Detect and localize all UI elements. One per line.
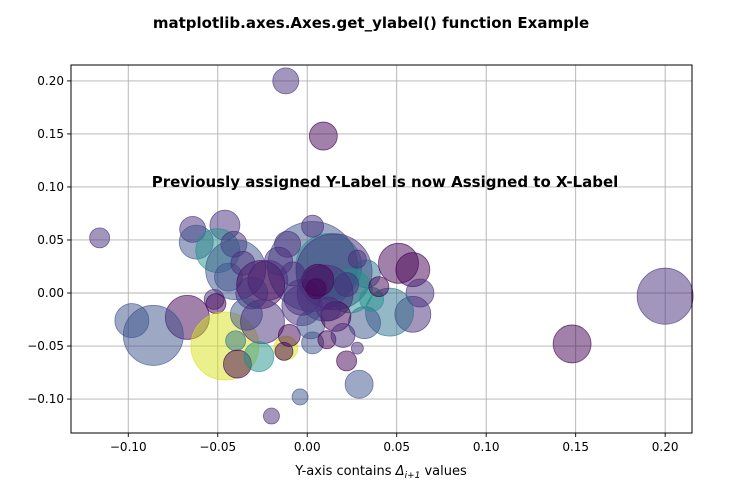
scatter-point	[350, 341, 364, 355]
y-tick-label: 0.20	[37, 74, 64, 88]
scatter-point	[122, 305, 184, 366]
scatter-point	[636, 267, 694, 325]
scatter-point	[344, 369, 374, 399]
x-tick-label: 0.05	[383, 440, 410, 454]
plot-area	[71, 65, 692, 433]
y-tick-label: 0.10	[37, 180, 64, 194]
scatter-point	[89, 227, 111, 249]
scatter-point	[336, 350, 358, 372]
scatter-point	[240, 299, 285, 345]
scatter-point	[330, 323, 356, 348]
scatter-point	[305, 278, 327, 300]
scatter-point	[243, 341, 275, 373]
scatter-point	[272, 67, 300, 95]
x-axis-label-subscript: i+1	[405, 471, 421, 481]
y-axis: −0.10 −0.05 0.00 0.05 0.10 0.15 0.20	[27, 74, 71, 406]
x-axis: −0.10 −0.05 0.00 0.05 0.10 0.15 0.20	[110, 433, 679, 454]
scatter-point	[347, 249, 367, 269]
scatter-point	[205, 293, 227, 315]
scatter-point	[280, 261, 306, 287]
y-tick-label: 0.00	[37, 286, 64, 300]
plot-frame	[70, 64, 693, 434]
bubble-series	[89, 67, 694, 425]
scatter-point	[316, 296, 342, 322]
x-tick-label: 0.00	[294, 440, 321, 454]
y-tick-label: −0.10	[27, 392, 64, 406]
scatter-point	[263, 407, 280, 425]
scatter-point	[277, 324, 301, 347]
chart-annotation: Previously assigned Y-Label is now Assig…	[152, 173, 619, 191]
y-tick-label: −0.05	[27, 339, 64, 353]
scatter-point	[301, 214, 324, 238]
scatter-point	[334, 272, 360, 297]
scatter-point	[291, 388, 309, 406]
x-tick-label: −0.10	[110, 440, 147, 454]
x-tick-label: 0.15	[562, 440, 589, 454]
scatter-point	[552, 324, 592, 364]
x-tick-label: 0.10	[473, 440, 500, 454]
y-tick-label: 0.15	[37, 127, 64, 141]
x-tick-label: −0.05	[199, 440, 236, 454]
chart-title: matplotlib.axes.Axes.get_ylabel() functi…	[153, 14, 589, 32]
y-tick-label: 0.05	[37, 233, 64, 247]
x-axis-label-suffix: values	[420, 464, 467, 479]
x-axis-label: Y-axis contains Δi+1 values	[294, 464, 467, 481]
scatter-point	[230, 250, 256, 276]
scatter-point	[308, 121, 338, 151]
x-axis-label-prefix: Y-axis contains	[294, 464, 395, 479]
scatter-point	[225, 330, 247, 352]
scatter-point	[368, 276, 390, 298]
x-tick-label: 0.20	[652, 440, 679, 454]
x-axis-label-symbol: Δ	[395, 464, 405, 479]
